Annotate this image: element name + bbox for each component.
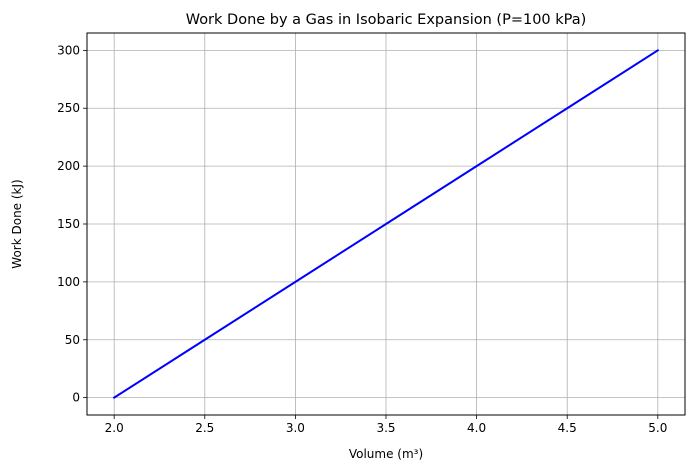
x-tick-label: 4.0 (467, 421, 486, 435)
y-axis-label: Work Done (kJ) (10, 179, 24, 268)
grid-layer (87, 33, 685, 415)
y-tick-label: 150 (57, 217, 80, 231)
x-tick-label: 2.0 (105, 421, 124, 435)
chart-title: Work Done by a Gas in Isobaric Expansion… (186, 12, 587, 28)
tick-layer: 2.0 2.5 3.0 3.5 4.0 4.5 5.0 0 50 100 150 200 250 300 (57, 43, 667, 435)
x-tick-label: 4.5 (558, 421, 577, 435)
y-tick-label: 0 (72, 391, 80, 405)
x-tick-label: 3.5 (376, 421, 395, 435)
y-tick-label: 100 (57, 275, 80, 289)
y-tick-label: 50 (65, 333, 80, 347)
y-tick-label: 200 (57, 159, 80, 173)
y-tick-label: 250 (57, 101, 80, 115)
data-line (112, 48, 660, 400)
x-tick-label: 2.5 (195, 421, 214, 435)
x-tick-label: 5.0 (648, 421, 667, 435)
x-tick-label: 3.0 (286, 421, 305, 435)
series-layer (112, 48, 660, 400)
y-tick-label: 300 (57, 43, 80, 57)
x-axis-label: Volume (m³) (349, 447, 423, 461)
